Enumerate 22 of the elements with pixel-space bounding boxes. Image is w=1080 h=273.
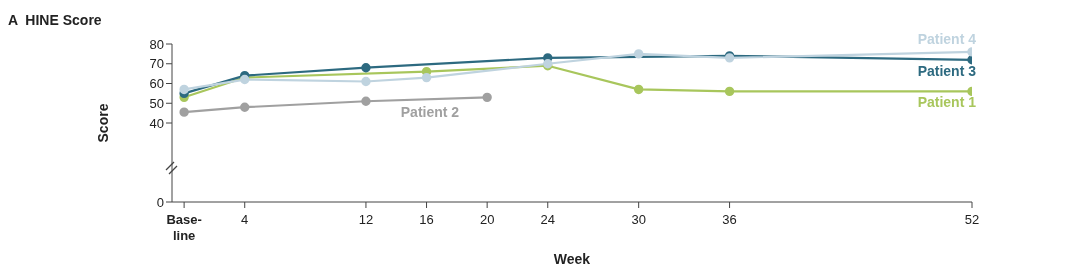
text: A HINE Score: [8, 12, 102, 28]
series-label: Patient 4: [917, 30, 977, 47]
series-label: Patient 3: [917, 62, 977, 79]
y-tick-label: 50: [149, 95, 164, 111]
y-tick-label: 0: [156, 194, 164, 210]
x-tick-label: 30: [631, 212, 646, 227]
x-axis-title: Week: [553, 251, 591, 267]
series-label: Patient 2: [400, 104, 460, 121]
x-tick-label: 36: [722, 212, 737, 227]
x-tick-label: 20: [479, 212, 495, 227]
x-tick-label: 4: [241, 212, 249, 227]
y-axis-title: Score: [94, 103, 111, 143]
x-tick-label: 52: [964, 212, 980, 227]
y-tick-label: 70: [149, 56, 164, 72]
series-label: Patient 1: [917, 94, 977, 111]
x-tick-label: 24: [540, 212, 555, 227]
y-tick-label: 60: [149, 76, 164, 92]
y-tick-label: 40: [149, 115, 164, 131]
x-tick-label: Base- line: [166, 212, 202, 243]
y-tick-label: 80: [149, 36, 164, 52]
x-tick-label: 16: [419, 212, 434, 227]
x-tick-label: 12: [358, 212, 374, 227]
